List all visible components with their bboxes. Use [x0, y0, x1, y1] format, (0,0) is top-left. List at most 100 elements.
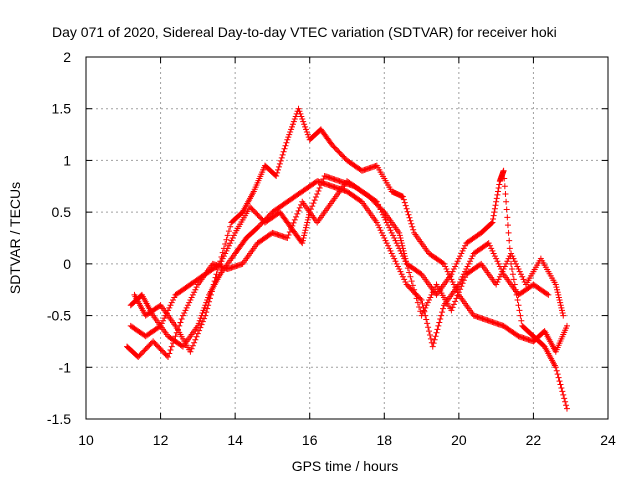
data-point — [431, 286, 437, 293]
data-point — [183, 304, 190, 311]
data-point — [397, 235, 404, 241]
data-point — [553, 367, 560, 374]
data-point — [561, 395, 568, 402]
data-point — [516, 307, 523, 314]
data-point — [430, 340, 437, 347]
data-point — [160, 317, 167, 324]
data-point — [173, 329, 180, 336]
data-point — [230, 232, 237, 239]
data-point — [423, 302, 430, 309]
data-point — [167, 302, 174, 309]
data-point — [494, 278, 501, 285]
grid-lines — [86, 57, 608, 419]
data-point — [511, 258, 518, 265]
data-point — [201, 315, 208, 322]
data-point — [282, 142, 289, 149]
y-tick-label: -0.5 — [47, 308, 71, 324]
data-point — [439, 309, 446, 316]
data-point — [459, 280, 466, 287]
x-tick-label: 10 — [78, 432, 94, 448]
data-point — [177, 319, 184, 326]
data-point — [427, 335, 434, 342]
data-point — [404, 265, 411, 272]
data-point — [300, 235, 307, 241]
data-point — [398, 237, 405, 244]
data-point — [192, 286, 199, 293]
data-point — [217, 258, 224, 265]
data-point — [376, 224, 383, 231]
data-point — [375, 222, 382, 229]
data-point — [460, 277, 467, 284]
data-point — [178, 316, 185, 323]
data-point — [560, 312, 567, 319]
data-point — [380, 211, 387, 218]
data-point — [295, 105, 302, 112]
data-point — [287, 128, 294, 135]
data-point — [171, 294, 178, 301]
data-point — [396, 266, 403, 273]
data-point — [220, 245, 227, 252]
data-point — [396, 232, 403, 239]
data-point — [423, 316, 430, 323]
data-point — [400, 196, 407, 203]
data-point — [299, 116, 306, 123]
data-point — [437, 316, 444, 323]
data-point — [504, 214, 511, 221]
data-point — [406, 269, 413, 276]
data-point — [187, 348, 194, 355]
data-point — [445, 271, 452, 278]
data-point — [186, 299, 193, 306]
data-point — [291, 216, 298, 223]
data-point — [212, 274, 219, 281]
data-point — [286, 228, 293, 235]
data-point — [514, 263, 521, 270]
data-point — [520, 276, 527, 283]
data-point — [399, 253, 406, 260]
data-point — [285, 134, 292, 141]
data-point — [399, 273, 406, 280]
data-point — [409, 282, 416, 289]
data-point — [195, 320, 202, 327]
data-point — [389, 253, 396, 260]
data-point — [557, 302, 564, 309]
data-point — [493, 195, 500, 202]
y-tick-label: 2 — [63, 49, 71, 65]
data-point — [315, 188, 322, 195]
data-point — [426, 328, 433, 335]
data-point — [293, 213, 300, 220]
data-point — [192, 336, 199, 343]
data-point — [467, 258, 474, 265]
data-point — [508, 250, 515, 257]
data-point — [489, 219, 496, 226]
data-point — [443, 266, 450, 273]
data-point — [429, 343, 436, 350]
data-point — [442, 263, 449, 270]
data-point — [202, 312, 209, 319]
data-point — [562, 398, 569, 405]
data-point — [447, 273, 454, 280]
data-point — [517, 312, 524, 319]
data-point — [419, 309, 426, 316]
data-point — [288, 126, 295, 133]
x-tick-label: 12 — [153, 432, 169, 448]
data-point — [302, 224, 309, 231]
data-point — [401, 255, 408, 262]
data-point — [419, 300, 426, 307]
data-point — [554, 286, 561, 293]
data-point — [407, 273, 414, 280]
data-point — [463, 266, 470, 273]
data-point — [454, 292, 461, 299]
data-point — [373, 219, 380, 226]
data-point — [444, 268, 451, 275]
data-point — [170, 297, 176, 304]
data-point — [310, 200, 317, 207]
data-point — [299, 237, 306, 244]
data-point — [304, 131, 311, 138]
data-point — [553, 284, 560, 291]
data-point — [409, 223, 416, 230]
data-point — [385, 242, 392, 249]
axis-ticks: 10 12 14 16 18 20 22 24 2 1.5 1 0.5 0 -0.5 -1 -1.5 — [47, 49, 616, 448]
data-point — [408, 220, 415, 227]
data-point — [201, 304, 208, 311]
data-point — [394, 242, 401, 249]
